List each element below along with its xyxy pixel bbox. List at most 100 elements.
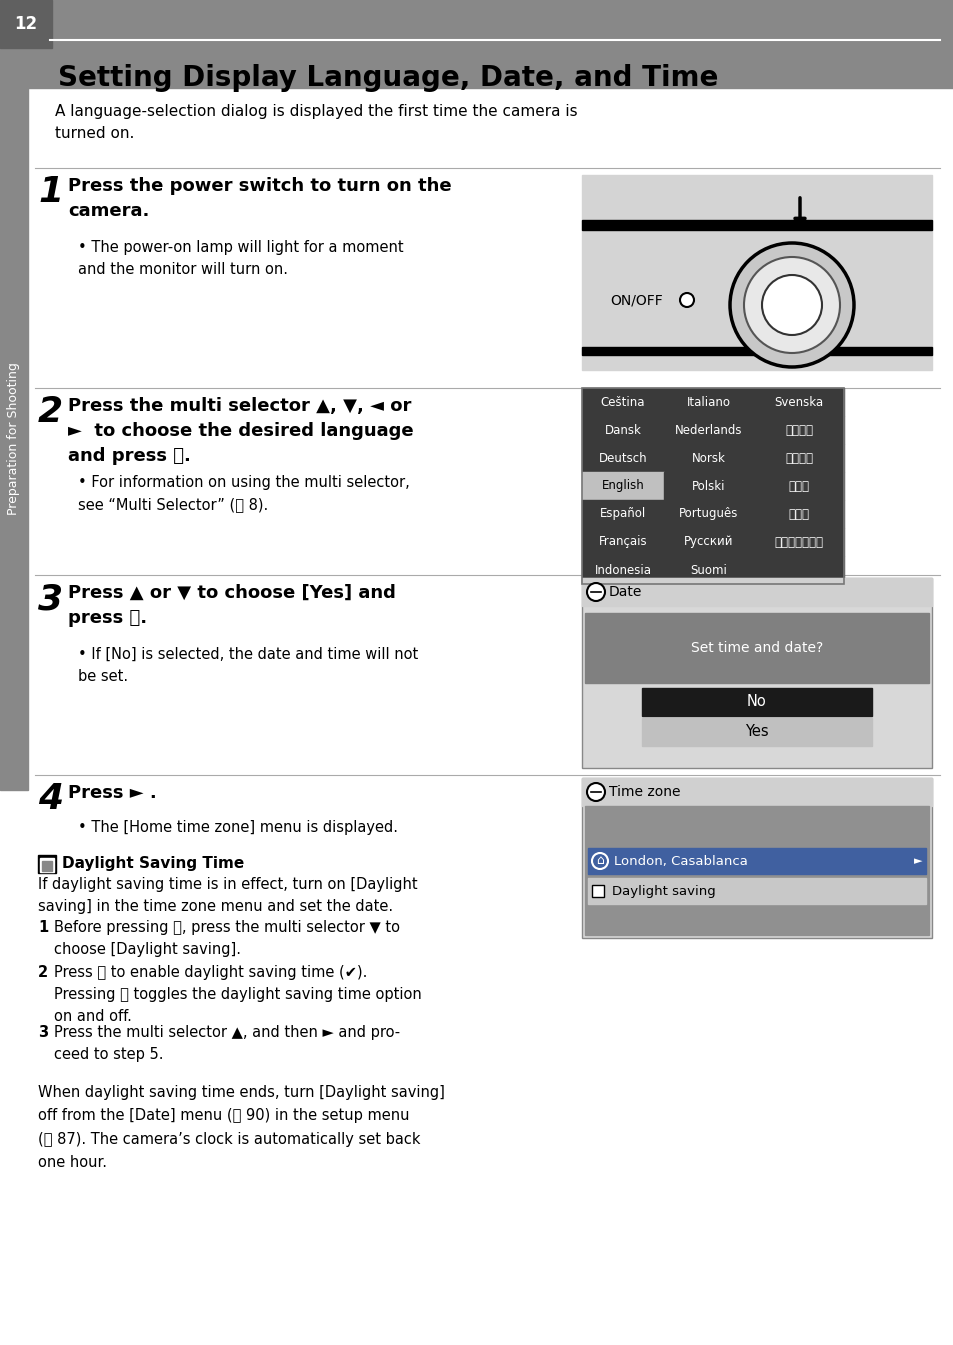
- Text: Français: Français: [598, 535, 647, 549]
- Bar: [581, 416, 663, 444]
- Text: Setting Display Language, Date, and Time: Setting Display Language, Date, and Time: [58, 65, 718, 91]
- Bar: [581, 555, 663, 584]
- Text: Nederlands: Nederlands: [675, 424, 742, 437]
- Text: Ceština: Ceština: [600, 395, 644, 409]
- Bar: [581, 175, 931, 370]
- Bar: [40, 858, 54, 872]
- Text: Press the multi selector ▲, ▼, ◄ or
►  to choose the desired language
and press : Press the multi selector ▲, ▼, ◄ or ► to…: [68, 397, 414, 465]
- Text: Time zone: Time zone: [608, 785, 679, 799]
- Text: 中文简体: 中文简体: [784, 424, 812, 437]
- Bar: [592, 885, 603, 897]
- Bar: [42, 861, 52, 872]
- Bar: [0, 87, 28, 790]
- Text: If daylight saving time is in effect, turn on [Daylight
saving] in the time zone: If daylight saving time is in effect, tu…: [38, 877, 417, 915]
- Text: • If [No] is selected, the date and time will not
be set.: • If [No] is selected, the date and time…: [78, 647, 417, 685]
- Bar: [581, 387, 843, 584]
- Text: Yes: Yes: [744, 725, 768, 740]
- Bar: [581, 500, 663, 529]
- Text: Before pressing Ⓚ, press the multi selector ▼ to
choose [Daylight saving].: Before pressing Ⓚ, press the multi selec…: [54, 920, 399, 958]
- Bar: [0, 0, 953, 87]
- Text: Suomi: Suomi: [690, 564, 727, 577]
- Bar: [663, 472, 753, 500]
- Text: 日本語: 日本語: [788, 480, 809, 492]
- Bar: [581, 578, 931, 607]
- Bar: [581, 578, 931, 768]
- Text: Press ▲ or ▼ to choose [Yes] and
press Ⓚ.: Press ▲ or ▼ to choose [Yes] and press Ⓚ…: [68, 584, 395, 627]
- Text: 3: 3: [38, 1025, 48, 1040]
- Text: 12: 12: [14, 15, 37, 34]
- Circle shape: [586, 783, 604, 802]
- Bar: [581, 347, 931, 355]
- Text: ►: ►: [913, 855, 922, 866]
- Text: A language-selection dialog is displayed the first time the camera is
turned on.: A language-selection dialog is displayed…: [55, 104, 577, 141]
- Circle shape: [586, 582, 604, 601]
- Text: 中文繁體: 中文繁體: [784, 452, 812, 464]
- Bar: [587, 847, 925, 874]
- Text: Indonesia: Indonesia: [594, 564, 651, 577]
- Text: • For information on using the multi selector,
see “Multi Selector” (Ⓚ 8).: • For information on using the multi sel…: [78, 475, 410, 512]
- Bar: [581, 777, 931, 806]
- Text: • The [Home time zone] menu is displayed.: • The [Home time zone] menu is displayed…: [78, 820, 397, 835]
- Text: 2: 2: [38, 964, 48, 981]
- Text: London, Casablanca: London, Casablanca: [614, 854, 747, 868]
- Text: Português: Português: [679, 507, 738, 521]
- Bar: [663, 416, 753, 444]
- Bar: [753, 444, 843, 472]
- Bar: [753, 500, 843, 529]
- Bar: [581, 387, 663, 416]
- Bar: [663, 444, 753, 472]
- Text: Dansk: Dansk: [604, 424, 640, 437]
- Bar: [0, 0, 52, 48]
- Bar: [753, 529, 843, 555]
- Text: • The power-on lamp will light for a moment
and the monitor will turn on.: • The power-on lamp will light for a mom…: [78, 239, 403, 277]
- Text: Svenska: Svenska: [774, 395, 822, 409]
- Text: Italiano: Italiano: [686, 395, 730, 409]
- Text: Press ► .: Press ► .: [68, 784, 156, 802]
- Text: ON/OFF: ON/OFF: [609, 293, 662, 307]
- Bar: [581, 529, 663, 555]
- Text: 3: 3: [38, 582, 63, 616]
- Bar: [753, 555, 843, 584]
- Bar: [584, 613, 928, 683]
- Text: Polski: Polski: [692, 480, 725, 492]
- Text: When daylight saving time ends, turn [Daylight saving]
off from the [Date] menu : When daylight saving time ends, turn [Da…: [38, 1085, 444, 1170]
- Text: Deutsch: Deutsch: [598, 452, 647, 464]
- Text: Set time and date?: Set time and date?: [690, 642, 822, 655]
- Text: Date: Date: [608, 585, 641, 599]
- Circle shape: [743, 257, 840, 352]
- Bar: [753, 387, 843, 416]
- Circle shape: [679, 293, 693, 307]
- Bar: [663, 555, 753, 584]
- Text: Daylight Saving Time: Daylight Saving Time: [62, 855, 244, 872]
- Text: ⌂: ⌂: [596, 854, 603, 868]
- Text: 2: 2: [38, 395, 63, 429]
- Bar: [581, 444, 663, 472]
- Bar: [641, 689, 871, 716]
- Bar: [663, 387, 753, 416]
- Text: Español: Español: [599, 507, 645, 521]
- Text: English: English: [601, 480, 643, 492]
- Bar: [641, 718, 871, 746]
- Bar: [581, 221, 931, 230]
- Text: 한국어: 한국어: [788, 507, 809, 521]
- Bar: [587, 878, 925, 904]
- Text: 1: 1: [38, 920, 49, 935]
- Text: No: No: [746, 694, 766, 710]
- Text: ภาษาไทย: ภาษาไทย: [774, 535, 822, 549]
- Circle shape: [592, 853, 607, 869]
- Bar: [581, 777, 931, 937]
- Bar: [584, 806, 928, 935]
- Bar: [38, 855, 56, 873]
- Text: 1: 1: [38, 175, 63, 208]
- Bar: [581, 472, 663, 500]
- Text: Press Ⓚ to enable daylight saving time (✔).
Pressing Ⓚ toggles the daylight savi: Press Ⓚ to enable daylight saving time (…: [54, 964, 421, 1025]
- Text: 4: 4: [38, 781, 63, 816]
- Circle shape: [729, 243, 853, 367]
- Text: Preparation for Shooting: Preparation for Shooting: [8, 363, 20, 515]
- Bar: [753, 472, 843, 500]
- Bar: [663, 500, 753, 529]
- Circle shape: [761, 274, 821, 335]
- Bar: [753, 416, 843, 444]
- Bar: [663, 529, 753, 555]
- Text: Norsk: Norsk: [691, 452, 725, 464]
